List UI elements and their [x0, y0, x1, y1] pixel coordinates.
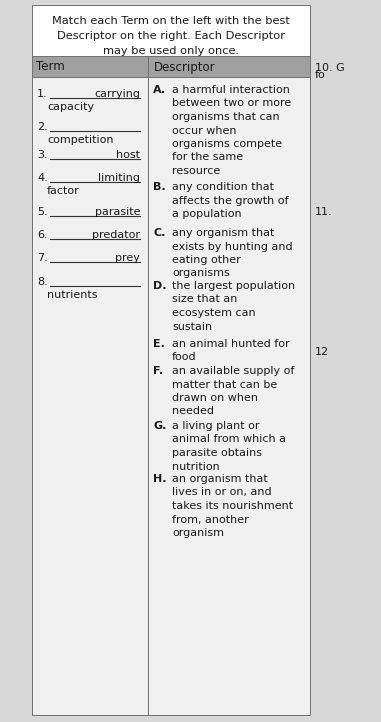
Text: 8.: 8. — [37, 277, 48, 287]
Text: carrying: carrying — [94, 89, 140, 99]
Bar — [148, 77, 310, 715]
Text: for the same: for the same — [172, 152, 243, 162]
Text: parasite: parasite — [94, 207, 140, 217]
Text: E.: E. — [153, 339, 165, 349]
Text: 10. G: 10. G — [315, 63, 345, 73]
Text: 5.: 5. — [37, 207, 48, 217]
Text: may be used only once.: may be used only once. — [103, 46, 239, 56]
Text: competition: competition — [47, 135, 114, 145]
Text: organism: organism — [172, 528, 224, 538]
Text: 2.: 2. — [37, 122, 48, 132]
Text: prey: prey — [115, 253, 140, 263]
Text: 11.: 11. — [315, 207, 333, 217]
Text: occur when: occur when — [172, 126, 237, 136]
Text: an animal hunted for: an animal hunted for — [172, 339, 290, 349]
Text: F.: F. — [153, 366, 163, 376]
Text: capacity: capacity — [47, 102, 94, 112]
Bar — [148, 56, 310, 77]
Text: B.: B. — [153, 182, 166, 192]
Text: resource: resource — [172, 166, 220, 176]
Text: H.: H. — [153, 474, 166, 484]
Text: needed: needed — [172, 406, 214, 417]
Text: any condition that: any condition that — [172, 182, 274, 192]
Text: Descriptor: Descriptor — [154, 61, 216, 74]
Text: 6.: 6. — [37, 230, 48, 240]
Bar — [32, 77, 148, 715]
Text: organisms compete: organisms compete — [172, 139, 282, 149]
Text: organisms: organisms — [172, 269, 230, 279]
Text: from, another: from, another — [172, 515, 249, 524]
Text: 12: 12 — [315, 347, 329, 357]
Text: predator: predator — [92, 230, 140, 240]
Text: lives in or on, and: lives in or on, and — [172, 487, 272, 497]
Text: a living plant or: a living plant or — [172, 421, 259, 431]
Text: a harmful interaction: a harmful interaction — [172, 85, 290, 95]
Text: 7.: 7. — [37, 253, 48, 263]
Text: C.: C. — [153, 228, 165, 238]
Text: takes its nourishment: takes its nourishment — [172, 501, 293, 511]
Text: animal from which a: animal from which a — [172, 435, 286, 445]
Text: affects the growth of: affects the growth of — [172, 196, 288, 206]
Text: A.: A. — [153, 85, 166, 95]
Text: food: food — [172, 352, 197, 362]
Text: eating other: eating other — [172, 255, 241, 265]
Text: ecosystem can: ecosystem can — [172, 308, 256, 318]
Text: an organism that: an organism that — [172, 474, 268, 484]
Text: parasite obtains: parasite obtains — [172, 448, 262, 458]
Text: limiting: limiting — [98, 173, 140, 183]
Text: exists by hunting and: exists by hunting and — [172, 241, 293, 251]
Bar — [32, 5, 310, 56]
Text: nutrients: nutrients — [47, 290, 98, 300]
Bar — [32, 56, 148, 77]
Text: Term: Term — [36, 61, 65, 74]
Text: drawn on when: drawn on when — [172, 393, 258, 403]
Text: 3.: 3. — [37, 150, 48, 160]
Text: matter that can be: matter that can be — [172, 380, 277, 389]
Text: a population: a population — [172, 209, 242, 219]
Text: size that an: size that an — [172, 295, 237, 305]
Text: an available supply of: an available supply of — [172, 366, 295, 376]
Text: nutrition: nutrition — [172, 461, 220, 471]
Text: host: host — [116, 150, 140, 160]
Text: fo: fo — [315, 70, 326, 80]
Text: Match each Term on the left with the best: Match each Term on the left with the bes… — [52, 16, 290, 26]
Text: G.: G. — [153, 421, 166, 431]
Text: organisms that can: organisms that can — [172, 112, 280, 122]
Text: 1.: 1. — [37, 89, 48, 99]
Text: 4.: 4. — [37, 173, 48, 183]
Text: between two or more: between two or more — [172, 98, 291, 108]
Text: the largest population: the largest population — [172, 281, 295, 291]
Text: sustain: sustain — [172, 321, 212, 331]
Text: any organism that: any organism that — [172, 228, 274, 238]
Text: D.: D. — [153, 281, 166, 291]
Text: Descriptor on the right. Each Descriptor: Descriptor on the right. Each Descriptor — [57, 31, 285, 41]
Text: factor: factor — [47, 186, 80, 196]
